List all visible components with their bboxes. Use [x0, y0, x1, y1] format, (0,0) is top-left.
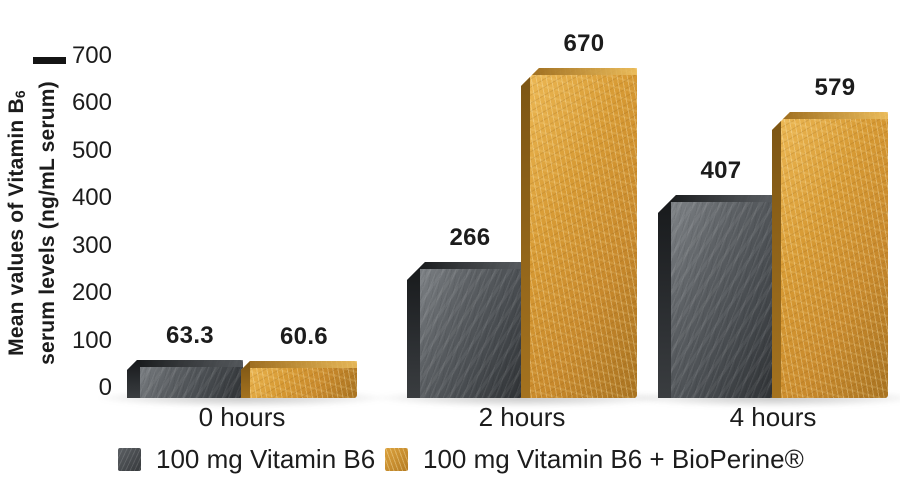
bar-group-item: 579 — [772, 74, 888, 398]
bar-value-label: 670 — [563, 30, 605, 57]
y-tick-label: 100 — [71, 327, 112, 354]
y-tick-label: 600 — [71, 89, 112, 116]
y-tick-label: 0 — [98, 374, 112, 401]
y-tick-label: 500 — [71, 137, 112, 164]
bar-value-label: 63.3 — [166, 322, 214, 349]
legend-swatch-gold — [385, 448, 408, 471]
dash-mark — [33, 57, 66, 64]
y-axis-label-line1: Mean values of Vitamin B6 — [3, 63, 34, 383]
bar — [772, 112, 888, 398]
bar — [241, 361, 357, 398]
y-axis-label-text: Mean values of Vitamin B — [5, 98, 28, 356]
y-tick-label: 700 — [71, 42, 112, 69]
y-tick-label: 300 — [71, 232, 112, 259]
bar-value-label: 266 — [449, 224, 491, 251]
y-tick-label: 200 — [71, 279, 112, 306]
bar — [658, 195, 774, 398]
bar — [521, 68, 637, 398]
legend-swatch-gray — [118, 448, 141, 471]
legend-label-vitamin-b6: 100 mg Vitamin B6 — [156, 444, 376, 474]
bar-value-label: 579 — [814, 74, 856, 101]
bar-group-item: 63.3 — [127, 322, 243, 398]
bar-group-item: 60.6 — [241, 323, 357, 398]
legend-item-vitamin-b6-bioperine: 100 mg Vitamin B6 + BioPerine® — [385, 444, 804, 475]
x-category-label: 4 hours — [729, 402, 817, 432]
bar-value-label: 60.6 — [280, 323, 328, 350]
bar-value-label: 407 — [700, 157, 742, 184]
y-axis-label-subscript: 6 — [12, 90, 28, 99]
legend-item-vitamin-b6: 100 mg Vitamin B6 — [118, 444, 375, 475]
bar-group-item: 266 — [407, 224, 523, 398]
x-category-label: 0 hours — [198, 402, 286, 432]
bar — [407, 262, 523, 398]
legend-label-vitamin-b6-bioperine: 100 mg Vitamin B6 + BioPerine® — [423, 444, 804, 474]
bar-group-item: 407 — [658, 157, 774, 398]
x-category-label: 2 hours — [478, 402, 566, 432]
bar-group-item: 670 — [521, 30, 637, 398]
bar — [127, 360, 243, 398]
y-tick-label: 400 — [71, 184, 112, 211]
